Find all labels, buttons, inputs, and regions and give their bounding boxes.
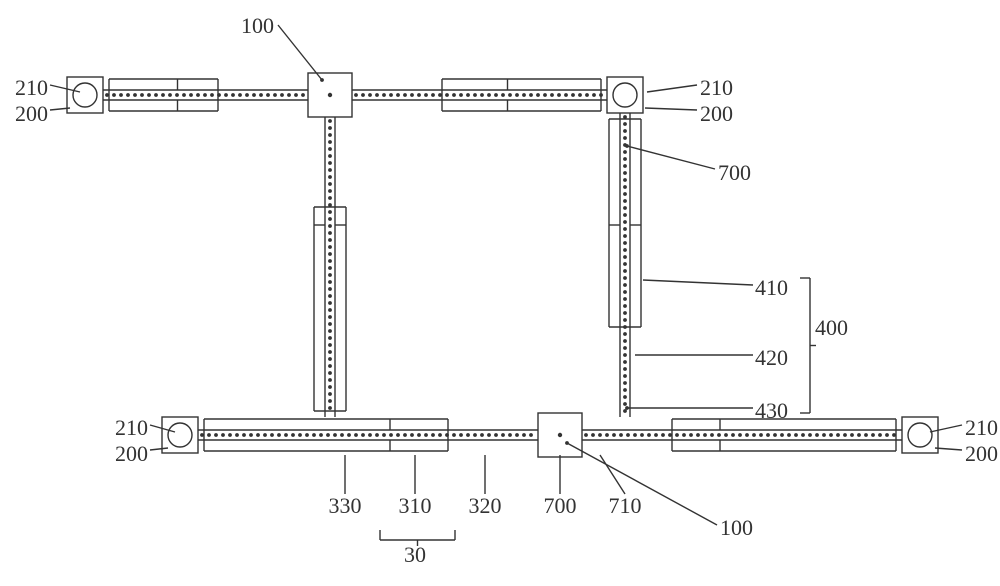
ref-label: 420 xyxy=(755,345,788,370)
ref-label: 310 xyxy=(399,493,432,518)
ref-label: 200 xyxy=(115,441,148,466)
ref-label: 100 xyxy=(720,515,753,540)
ref-label: 210 xyxy=(15,75,48,100)
ref-label: 320 xyxy=(469,493,502,518)
ref-label: 700 xyxy=(544,493,577,518)
ref-label: 400 xyxy=(815,315,848,340)
ref-label: 200 xyxy=(965,441,998,466)
ref-label: 410 xyxy=(755,275,788,300)
ref-label: 200 xyxy=(15,101,48,126)
ref-label: 210 xyxy=(115,415,148,440)
ref-label: 30 xyxy=(404,542,426,567)
ref-label: 100 xyxy=(241,13,274,38)
ref-label: 710 xyxy=(609,493,642,518)
ref-label: 210 xyxy=(700,75,733,100)
ref-label: 430 xyxy=(755,398,788,423)
ref-label: 200 xyxy=(700,101,733,126)
engineering-diagram: 1002102002102007004104004204302102002102… xyxy=(0,0,1000,586)
ref-label: 700 xyxy=(718,160,751,185)
ref-label: 210 xyxy=(965,415,998,440)
ref-label: 330 xyxy=(329,493,362,518)
